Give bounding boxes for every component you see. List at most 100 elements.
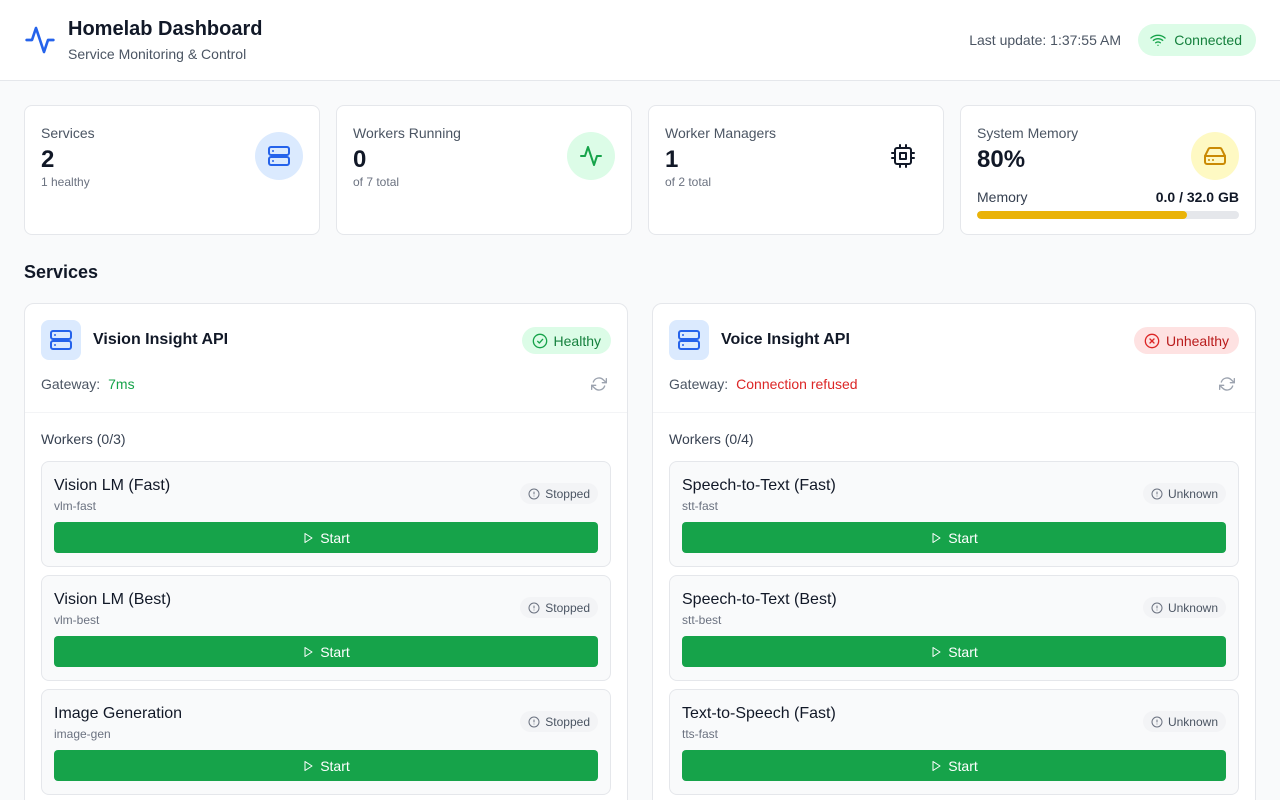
start-worker-button[interactable]: Start [682,636,1226,667]
refresh-icon[interactable] [591,376,607,392]
worker-name: Speech-to-Text (Fast) [682,477,836,494]
start-worker-button[interactable]: Start [54,750,598,781]
worker-card: Text-to-Speech (Fast) tts-fast Unknown S… [669,689,1239,795]
worker-id: tts-fast [682,727,719,741]
stat-label: System Memory [977,125,1079,141]
services-section-title: Services [24,262,99,282]
worker-card: Speech-to-Text (Best) stt-best Unknown S… [669,575,1239,681]
workers-title: Workers (0/4) [669,431,754,447]
app-subtitle: Service Monitoring & Control [68,46,247,62]
app-title: Homelab Dashboard [68,18,263,40]
alert-circle-icon [528,602,540,613]
alert-circle-icon [1151,488,1163,499]
stat-value: 80% [977,146,1026,173]
server-icon [41,320,81,360]
start-button-label: Start [948,529,978,546]
memory-progress-bar [977,211,1239,219]
worker-status-label: Stopped [545,714,590,729]
worker-name: Image Generation [54,705,183,722]
memory-label: Memory [977,189,1028,205]
memory-progress-fill [977,211,1187,219]
start-button-label: Start [320,643,350,660]
stat-subtext: 1 healthy [41,175,90,189]
workers-title: Workers (0/3) [41,431,126,447]
worker-card: Vision LM (Best) vlm-best Stopped Start [41,575,611,681]
divider [25,412,627,413]
worker-status-badge: Unknown [1142,483,1226,504]
worker-status-badge: Stopped [520,711,598,732]
stat-card-workers-running: Workers Running 0 of 7 total [336,105,632,235]
gateway-label: Gateway: [41,376,101,392]
stat-card-system-memory: System Memory 80% Memory 0.0 / 32.0 GB [960,105,1256,235]
stat-value: 2 [41,146,55,173]
worker-id: stt-fast [682,499,719,513]
stat-card-worker-managers: Worker Managers 1 of 2 total [648,105,944,235]
play-icon [932,532,941,543]
start-button-label: Start [320,529,350,546]
alert-circle-icon [528,716,540,727]
play-icon [304,760,313,771]
start-worker-button[interactable]: Start [682,750,1226,781]
worker-name: Vision LM (Best) [54,591,172,608]
server-icon [669,320,709,360]
gateway-label: Gateway: [669,376,729,392]
stat-label: Worker Managers [665,125,777,141]
app-header: Homelab Dashboard Service Monitoring & C… [0,0,1280,81]
stat-subtext: of 2 total [665,175,712,189]
service-card-voice-insight-api: Voice Insight API Unhealthy Gateway: Conn… [652,303,1256,800]
connection-status-label: Connected [1174,32,1242,48]
worker-id: vlm-best [54,613,100,627]
worker-id: stt-best [682,613,722,627]
stat-label: Workers Running [353,125,461,141]
start-worker-button[interactable]: Start [54,636,598,667]
worker-name: Text-to-Speech (Fast) [682,705,836,722]
worker-id: vlm-fast [54,499,96,513]
gateway-latency: 7ms [108,376,135,392]
gateway-row: Gateway: Connection refused [669,376,858,392]
worker-name: Speech-to-Text (Best) [682,591,837,608]
service-name: Voice Insight API [721,331,850,348]
stat-label: Services [41,125,95,141]
stat-value: 1 [665,146,679,173]
service-name: Vision Insight API [93,331,229,348]
worker-status-badge: Unknown [1142,711,1226,732]
start-button-label: Start [320,757,350,774]
start-button-label: Start [948,757,978,774]
divider [653,412,1255,413]
play-icon [932,646,941,657]
refresh-icon[interactable] [1219,376,1235,392]
worker-status-label: Stopped [545,486,590,501]
play-icon [304,532,313,543]
activity-logo-icon [25,26,55,54]
stat-card-services: Services 2 1 healthy [24,105,320,235]
start-worker-button[interactable]: Start [54,522,598,553]
worker-card: Speech-to-Text (Fast) stt-fast Unknown S… [669,461,1239,567]
service-card-vision-insight-api: Vision Insight API Healthy Gateway: 7ms W… [24,303,628,800]
worker-status-badge: Unknown [1142,597,1226,618]
start-button-label: Start [948,643,978,660]
memory-usage-row: Memory 0.0 / 32.0 GB [977,189,1239,205]
service-status-badge: Healthy [521,327,611,354]
worker-status-badge: Stopped [520,597,598,618]
server-icon [255,132,303,180]
alert-circle-icon [528,488,540,499]
check-circle-icon [532,333,547,348]
play-icon [932,760,941,771]
stat-value: 0 [353,146,367,173]
worker-card: Image Generation image-gen Stopped Start [41,689,611,795]
service-status-label: Unhealthy [1165,332,1229,349]
alert-circle-icon [1151,716,1163,727]
service-status-badge: Unhealthy [1133,327,1239,354]
wifi-icon [1150,34,1167,46]
play-icon [304,646,313,657]
worker-status-badge: Stopped [520,483,598,504]
worker-name: Vision LM (Fast) [54,477,171,494]
gateway-row: Gateway: 7ms [41,376,135,392]
start-worker-button[interactable]: Start [682,522,1226,553]
service-status-label: Healthy [553,332,601,349]
cpu-icon [879,132,927,180]
x-circle-icon [1144,333,1160,348]
connection-status-badge: Connected [1138,24,1256,56]
worker-id: image-gen [54,727,111,741]
worker-status-label: Unknown [1167,600,1218,615]
